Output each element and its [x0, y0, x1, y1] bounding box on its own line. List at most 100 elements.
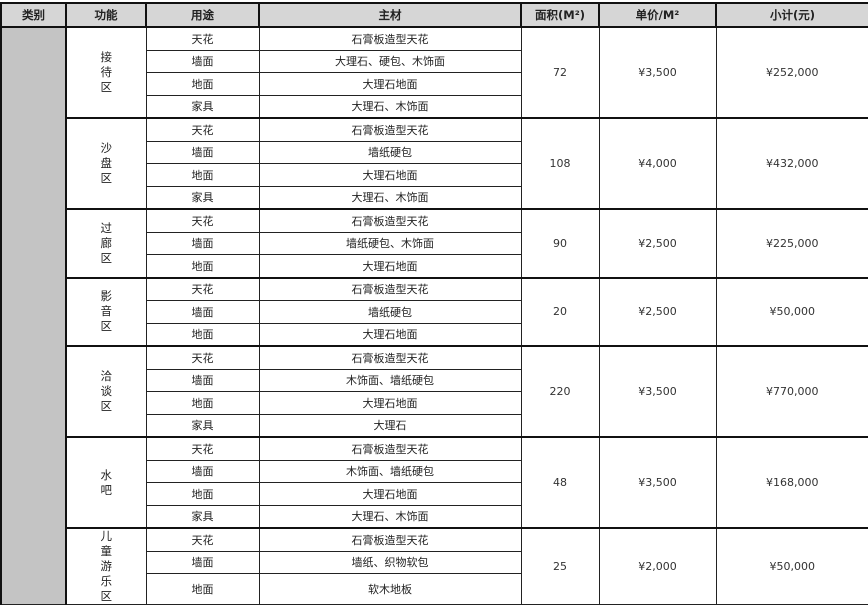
function-name: 影音区 — [100, 289, 113, 334]
usage-cell: 墙面 — [145, 231, 260, 255]
unit-price-cell: ¥3,500 — [598, 436, 717, 529]
function-name: 沙盘区 — [100, 141, 113, 185]
material-cell: 墙纸硬包 — [258, 300, 522, 324]
area-cell: 72 — [520, 26, 600, 119]
material-cell: 墙纸硬包、木饰面 — [258, 231, 522, 255]
material-cell: 木饰面、墙纸硬包 — [258, 459, 522, 483]
unit-price-cell: ¥3,500 — [598, 345, 717, 438]
material-cell: 墙纸硬包 — [258, 140, 522, 164]
usage-cell: 天花 — [145, 26, 260, 51]
table-row: 影音区 天花 石膏板造型天花 20 ¥2,500 ¥50,000 — [1, 276, 868, 347]
usage-cell: 家具 — [145, 413, 260, 438]
function-cell: 儿童游乐区 — [65, 527, 147, 605]
material-cell: 大理石地面 — [258, 322, 522, 347]
area-cell: 20 — [520, 276, 600, 347]
function-cell: 洽谈区 — [65, 345, 147, 438]
function-cell: 影音区 — [65, 276, 147, 347]
usage-cell: 天花 — [145, 276, 260, 301]
table-row: 墙面 墙纸硬包 — [1, 140, 868, 164]
area-cell: 220 — [520, 345, 600, 438]
table-row: 沙盘区 天花 石膏板造型天花 108 ¥4,000 ¥432,000 — [1, 117, 868, 210]
function-name: 过廊区 — [100, 220, 113, 265]
table-row: 家具 大理石、木饰面 — [1, 504, 868, 529]
usage-cell: 天花 — [145, 117, 260, 142]
function-cell: 水吧 — [65, 436, 147, 529]
material-cell: 大理石地面 — [258, 72, 522, 96]
usage-cell: 地面 — [145, 322, 260, 347]
material-cell: 大理石、木饰面 — [258, 504, 522, 529]
material-cell: 石膏板造型天花 — [258, 26, 522, 51]
usage-cell: 墙面 — [145, 49, 260, 73]
table-row: 墙面 木饰面、墙纸硬包 — [1, 459, 868, 483]
table-row: 地面 大理石地面 — [1, 322, 868, 347]
usage-cell: 家具 — [145, 504, 260, 529]
unit-price-cell: ¥2,500 — [598, 276, 717, 347]
usage-cell: 天花 — [145, 208, 260, 233]
unit-price-cell: ¥2,500 — [598, 208, 717, 278]
material-cell: 石膏板造型天花 — [258, 276, 522, 301]
column-header: 面积(M²) — [520, 2, 600, 28]
table-row: 地面 大理石地面 — [1, 482, 868, 506]
material-cell: 大理石地面 — [258, 391, 522, 415]
usage-cell: 天花 — [145, 345, 260, 370]
table-row: 水吧 天花 石膏板造型天花 48 ¥3,500 ¥168,000 — [1, 436, 868, 529]
material-cell: 大理石地面 — [258, 482, 522, 506]
material-cell: 木饰面、墙纸硬包 — [258, 368, 522, 392]
usage-cell: 家具 — [145, 94, 260, 119]
usage-cell: 地面 — [145, 254, 260, 278]
column-header: 主材 — [258, 2, 522, 28]
function-name: 接待区 — [100, 50, 113, 94]
function-name: 洽谈区 — [100, 369, 113, 413]
material-cell: 石膏板造型天花 — [258, 117, 522, 142]
material-cell: 大理石、木饰面 — [258, 94, 522, 119]
function-cell: 沙盘区 — [65, 117, 147, 210]
subtotal-cell: ¥50,000 — [715, 276, 868, 347]
table-row: 洽谈区 天花 石膏板造型天花 220 ¥3,500 ¥770,000 — [1, 345, 868, 438]
unit-price-cell: ¥2,000 — [598, 527, 717, 605]
table-row: 接待区 天花 石膏板造型天花 72 ¥3,500 ¥252,000 — [0, 26, 868, 605]
function-cell: 过廊区 — [65, 208, 147, 278]
usage-cell: 家具 — [145, 185, 260, 210]
table-row: 墙面 墙纸硬包、木饰面 — [1, 231, 868, 255]
usage-cell: 墙面 — [145, 140, 260, 164]
usage-cell: 天花 — [145, 436, 260, 461]
material-cell: 石膏板造型天花 — [258, 527, 522, 552]
unit-price-cell: ¥3,500 — [598, 26, 717, 119]
column-header: 功能 — [65, 2, 147, 28]
material-cell: 大理石地面 — [258, 163, 522, 187]
function-cell: 接待区 — [65, 26, 147, 119]
unit-price-cell: ¥4,000 — [598, 117, 717, 210]
material-cell: 墙纸、织物软包 — [258, 550, 522, 574]
table-row: 地面 大理石地面 — [1, 391, 868, 415]
area-cell: 108 — [520, 117, 600, 210]
subtotal-cell: ¥770,000 — [715, 345, 868, 438]
column-header: 小计(元) — [715, 2, 868, 28]
area-cell: 90 — [520, 208, 600, 278]
header-row: 类别 功能 用途 主材 面积(M²) 单价/M² 小计(元) — [0, 2, 868, 28]
usage-cell: 天花 — [145, 527, 260, 552]
subtotal-cell: ¥168,000 — [715, 436, 868, 529]
area-cell: 48 — [520, 436, 600, 529]
function-name: 水吧 — [100, 467, 113, 497]
material-cell: 大理石、木饰面 — [258, 185, 522, 210]
material-cell: 大理石地面 — [258, 254, 522, 278]
usage-cell: 地面 — [145, 72, 260, 96]
column-header: 用途 — [145, 2, 260, 28]
table-row: 儿童游乐区 天花 石膏板造型天花 25 ¥2,000 ¥50,000 — [1, 527, 868, 605]
subtotal-cell: ¥432,000 — [715, 117, 868, 210]
column-header: 类别 — [0, 2, 67, 28]
material-cell: 石膏板造型天花 — [258, 345, 522, 370]
usage-cell: 地面 — [145, 391, 260, 415]
usage-cell: 墙面 — [145, 550, 260, 574]
material-cell: 石膏板造型天花 — [258, 436, 522, 461]
usage-cell: 地面 — [145, 163, 260, 187]
usage-cell: 墙面 — [145, 459, 260, 483]
subtotal-cell: ¥225,000 — [715, 208, 868, 278]
subtotal-cell: ¥252,000 — [715, 26, 868, 119]
area-cell: 25 — [520, 527, 600, 605]
category-cell — [0, 26, 67, 605]
usage-cell: 墙面 — [145, 300, 260, 324]
subtotal-cell: ¥50,000 — [715, 527, 868, 605]
table-row: 过廊区 天花 石膏板造型天花 90 ¥2,500 ¥225,000 — [1, 208, 868, 278]
material-cell: 大理石 — [258, 413, 522, 438]
